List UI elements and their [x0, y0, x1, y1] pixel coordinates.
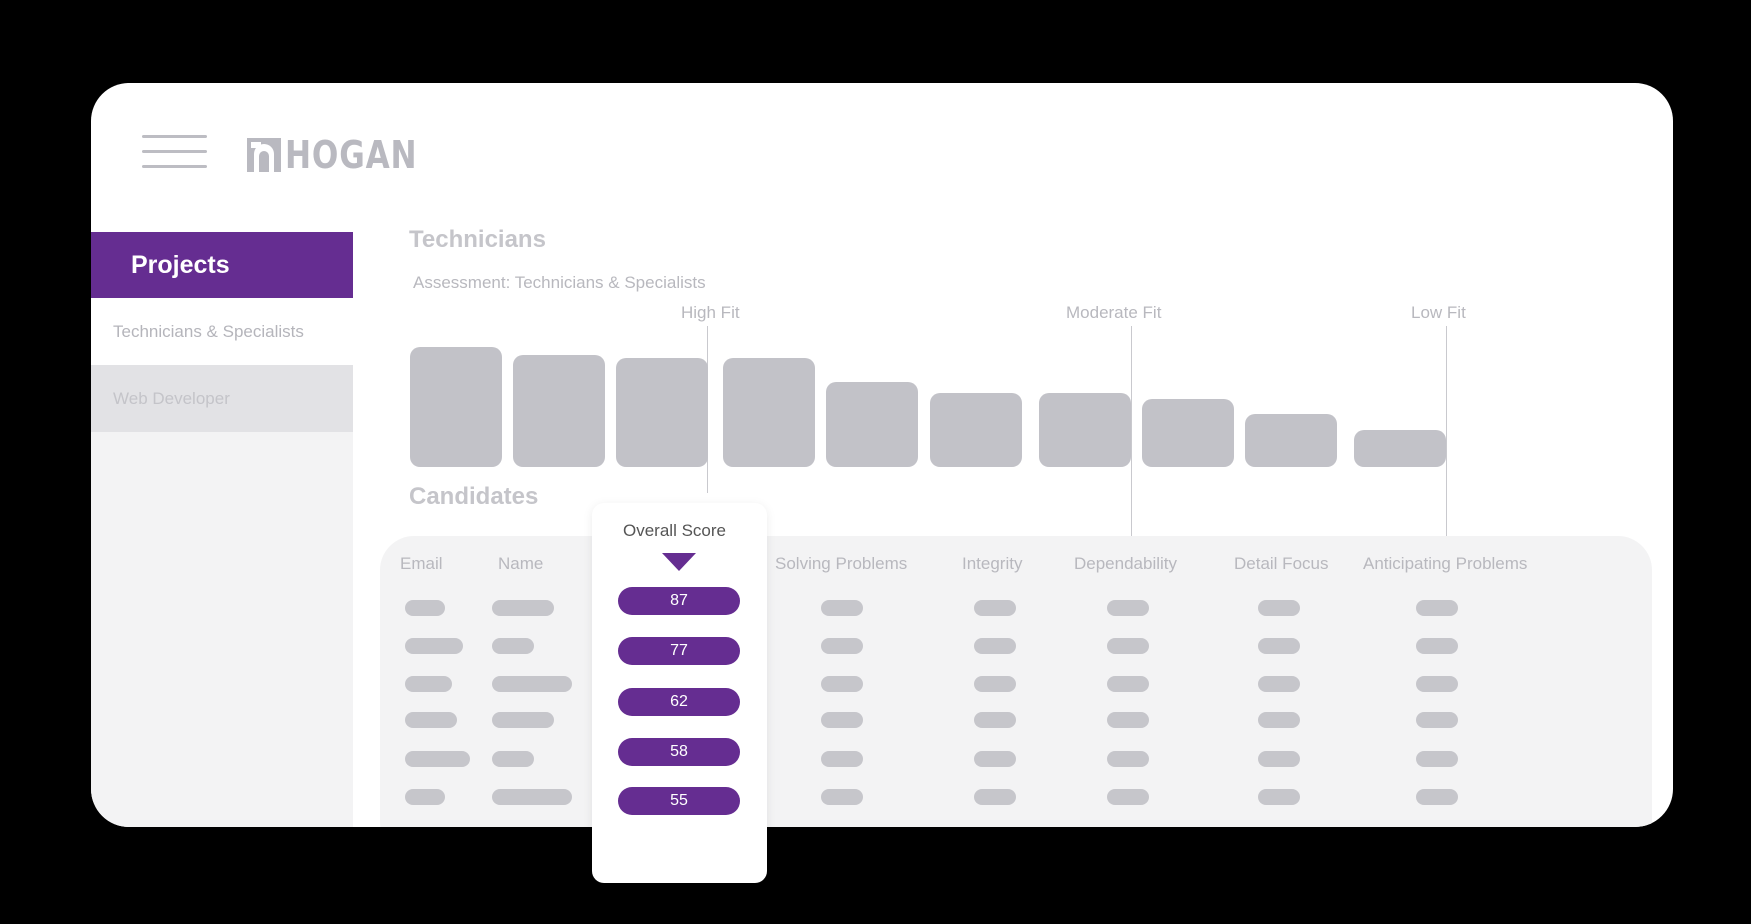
cell-placeholder [974, 712, 1016, 728]
distribution-bar [616, 358, 708, 467]
fit-divider-low [1446, 326, 1447, 539]
fit-label-high: High Fit [681, 303, 740, 322]
cell-placeholder [1258, 600, 1300, 616]
cell-placeholder [821, 789, 863, 805]
overall-score-badge: 62 [618, 688, 740, 716]
page-title: Technicians [409, 226, 546, 253]
cell-placeholder [821, 638, 863, 654]
cell-placeholder [1416, 600, 1458, 616]
fit-divider-moderate [1131, 326, 1132, 539]
cell-placeholder [1258, 712, 1300, 728]
cell-placeholder [1416, 712, 1458, 728]
cell-placeholder [821, 600, 863, 616]
column-header-detail-focus[interactable]: Detail Focus [1234, 554, 1329, 573]
cell-placeholder [1416, 676, 1458, 692]
cell-placeholder [1416, 751, 1458, 767]
overall-score-badge: 87 [618, 587, 740, 615]
overall-score-badge: 77 [618, 637, 740, 665]
distribution-bar [1354, 430, 1446, 467]
cell-placeholder [974, 676, 1016, 692]
distribution-bar [513, 355, 605, 467]
fit-label-moderate: Moderate Fit [1066, 303, 1162, 322]
cell-placeholder [1258, 751, 1300, 767]
cell-placeholder [405, 600, 445, 616]
assessment-subtitle: Assessment: Technicians & Specialists [413, 273, 706, 292]
sidebar-title: Projects [91, 232, 353, 298]
cell-placeholder [1416, 638, 1458, 654]
distribution-bar [1142, 399, 1234, 467]
overall-score-column-card: Overall Score 87 77 62 58 55 [592, 503, 767, 883]
cell-placeholder [405, 789, 445, 805]
cell-placeholder [492, 712, 554, 728]
cell-placeholder [974, 751, 1016, 767]
cell-placeholder [974, 600, 1016, 616]
sidebar: Projects Technicians & Specialists Web D… [91, 232, 353, 827]
sort-desc-icon[interactable] [662, 553, 696, 571]
cell-placeholder [1416, 789, 1458, 805]
cell-placeholder [405, 751, 470, 767]
cell-placeholder [492, 638, 534, 654]
overall-score-badge: 55 [618, 787, 740, 815]
cell-placeholder [1258, 676, 1300, 692]
distribution-bar [826, 382, 918, 467]
cell-placeholder [1258, 638, 1300, 654]
cell-placeholder [974, 789, 1016, 805]
cell-placeholder [974, 638, 1016, 654]
column-header-integrity[interactable]: Integrity [962, 554, 1023, 573]
cell-placeholder [1107, 789, 1149, 805]
column-header-solving-problems[interactable]: Solving Problems [775, 554, 908, 573]
column-header-name[interactable]: Name [498, 554, 544, 573]
cell-placeholder [1107, 638, 1149, 654]
fit-label-low: Low Fit [1411, 303, 1466, 322]
distribution-bar [1039, 393, 1131, 467]
distribution-bar [1245, 414, 1337, 467]
cell-placeholder [405, 676, 452, 692]
cell-placeholder [1107, 751, 1149, 767]
distribution-bar [723, 358, 815, 467]
column-header-email[interactable]: Email [400, 554, 443, 573]
column-header-anticipating-problems[interactable]: Anticipating Problems [1363, 554, 1528, 573]
cell-placeholder [405, 638, 463, 654]
hamburger-menu-icon[interactable] [142, 135, 207, 169]
app-window: HOGAN Projects Technicians & Specialists… [91, 83, 1673, 827]
candidates-title: Candidates [409, 483, 539, 510]
cell-placeholder [821, 676, 863, 692]
cell-placeholder [821, 751, 863, 767]
overall-score-badge: 58 [618, 738, 740, 766]
distribution-bar [930, 393, 1022, 467]
logo-text: HOGAN [285, 133, 418, 177]
column-header-dependability[interactable]: Dependability [1074, 554, 1178, 573]
sidebar-item-technicians-specialists[interactable]: Technicians & Specialists [91, 298, 353, 365]
cell-placeholder [1258, 789, 1300, 805]
cell-placeholder [405, 712, 457, 728]
cell-placeholder [1107, 712, 1149, 728]
sidebar-item-web-developer[interactable]: Web Developer [91, 365, 353, 432]
column-header-overall-score[interactable]: Overall Score [623, 521, 726, 540]
logo[interactable]: HOGAN [247, 133, 447, 177]
cell-placeholder [492, 600, 554, 616]
cell-placeholder [492, 676, 572, 692]
hogan-logo-icon [247, 138, 281, 172]
cell-placeholder [492, 789, 572, 805]
cell-placeholder [1107, 600, 1149, 616]
cell-placeholder [492, 751, 534, 767]
cell-placeholder [821, 712, 863, 728]
cell-placeholder [1107, 676, 1149, 692]
distribution-bar [410, 347, 502, 467]
